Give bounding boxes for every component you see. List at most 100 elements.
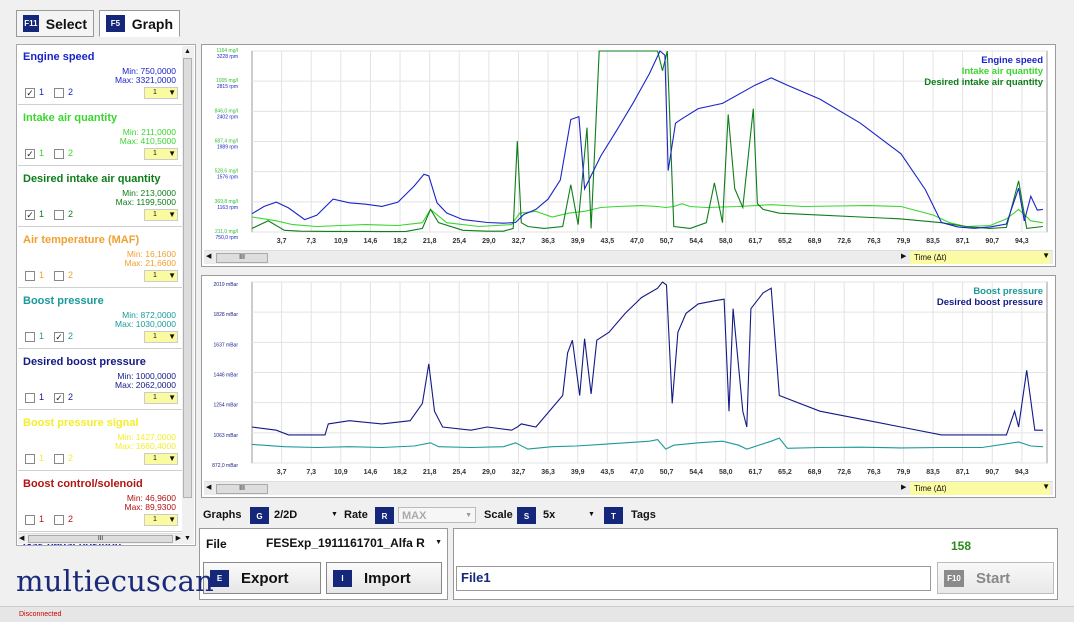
export-button[interactable]: E Export — [203, 562, 321, 594]
scroll-up-arrow-icon[interactable]: ▲ — [184, 48, 191, 55]
scroll-thumb[interactable] — [183, 58, 192, 498]
y-tick-label-mgl: 687,4 mg/l — [215, 139, 238, 145]
signal-item[interactable]: Desired boost pressure Min: 1000,0000 Max:… — [18, 350, 184, 410]
scroll-left-icon[interactable]: ◀ — [206, 253, 212, 260]
graph-panel-2[interactable]: 3,7 7,3 10,9 14,6 18,2 21,8 25,4 29,0 32,7 36,3 39… — [201, 275, 1056, 498]
graph-1-checkbox[interactable] — [25, 332, 35, 342]
line-width-value: 1 — [153, 516, 157, 523]
signal-max: Max: 1660,4000 — [115, 441, 176, 451]
graph-panel-1[interactable]: 3,7 7,3 10,9 14,6 18,2 21,8 25,4 29,0 32,7 36,3 39… — [201, 44, 1056, 267]
scroll-down-arrow-icon[interactable]: ▼ — [184, 535, 191, 542]
signal-item[interactable]: Desired intake air quantity Min: 213,0000… — [18, 167, 184, 227]
graph-2-checkbox-label: 2 — [68, 392, 74, 402]
time-axis-dropdown-icon[interactable]: ▼ — [1042, 482, 1050, 491]
graph-2-checkbox[interactable] — [54, 271, 64, 281]
start-button[interactable]: F10 Start — [937, 562, 1054, 594]
graph-1-scroll-thumb[interactable]: III — [216, 253, 268, 263]
line-width-select[interactable]: 1 ▼ — [144, 453, 178, 465]
graph-2-checkbox[interactable] — [54, 149, 64, 159]
line-width-select[interactable]: 1 ▼ — [144, 148, 178, 160]
line-width-value: 1 — [153, 211, 157, 218]
graph-2-checkbox[interactable] — [54, 88, 64, 98]
rate-label: Rate — [344, 509, 368, 521]
graph-1-checkbox[interactable]: ✓ — [25, 88, 35, 98]
graph-2-canvas[interactable]: 3,7 7,3 10,9 14,6 18,2 21,8 25,4 29,0 32,7 36,3 39… — [202, 276, 1055, 481]
graph-2-scrollbar[interactable]: ◀ III ▶ Time (Δt) ▼ — [204, 481, 1053, 495]
x-tick-label: 7,3 — [306, 469, 316, 476]
graph-1-checkbox-label: 1 — [39, 392, 45, 402]
legend-entry: Desired boost pressure — [937, 297, 1043, 308]
graph-2-checkbox-label: 2 — [68, 87, 74, 97]
tab-select-label: Select — [45, 15, 87, 32]
scroll-right-icon[interactable]: ▶ — [901, 484, 907, 491]
x-tick-label: 76,3 — [867, 469, 881, 476]
signal-list-vscrollbar[interactable]: ▲ ▼ — [182, 46, 194, 544]
graph-1-checkbox[interactable]: ✓ — [25, 210, 35, 220]
signal-item[interactable]: Intake air quantity Min: 211,0000 Max: 410… — [18, 106, 184, 166]
signal-max: Max: 1199,5000 — [115, 197, 176, 207]
rate-dropdown[interactable]: MAX ▼ — [398, 507, 476, 523]
scroll-right-icon[interactable]: ▶ — [901, 253, 907, 260]
signal-max: Max: 21,6600 — [124, 258, 176, 268]
graphs-dropdown[interactable]: 2/2D ▼ — [274, 505, 344, 525]
y-tick-label-mbar: 1828 mBar — [214, 312, 239, 318]
scale-value: 5x — [543, 509, 556, 521]
tags-button[interactable]: Tags — [631, 509, 656, 521]
x-tick-label: 18,2 — [393, 238, 407, 245]
import-button[interactable]: I Import — [326, 562, 442, 594]
graph-2-checkbox[interactable]: ✓ — [54, 393, 64, 403]
x-tick-label: 47,0 — [630, 469, 644, 476]
legend-entry: Engine speed — [981, 55, 1043, 66]
signal-item[interactable]: Engine speed Min: 750,0000 Max: 3321,0000 ✓… — [18, 45, 184, 105]
scroll-left-icon[interactable]: ◀ — [206, 484, 212, 491]
time-axis-label: Time (Δt) — [910, 251, 1050, 264]
tab-graph[interactable]: F5 Graph — [99, 10, 180, 37]
x-tick-label: 76,3 — [867, 238, 881, 245]
x-tick-label: 79,9 — [897, 238, 911, 245]
signal-item[interactable]: Boost pressure signal Min: 1427,0000 Max: … — [18, 411, 184, 471]
tab-graph-label: Graph — [131, 15, 173, 32]
signal-item[interactable]: Air temperature (MAF) Min: 16,1600 Max: 21… — [18, 228, 184, 288]
hscroll-thumb[interactable]: III — [28, 535, 173, 543]
graph-2-checkbox[interactable]: ✓ — [54, 332, 64, 342]
signal-name: Air temperature (MAF) — [23, 234, 140, 246]
line-width-select[interactable]: 1 ▼ — [144, 514, 178, 526]
chevron-down-icon: ▼ — [465, 512, 472, 519]
line-width-select[interactable]: 1 ▼ — [144, 87, 178, 99]
x-tick-label: 21,8 — [423, 238, 437, 245]
signal-list[interactable]: Engine speed Min: 750,0000 Max: 3321,0000 ✓… — [16, 44, 196, 546]
signal-item[interactable]: Boost control/solenoid Min: 46,9600 Max: 8… — [18, 472, 184, 532]
line-width-select[interactable]: 1 ▼ — [144, 392, 178, 404]
line-width-select[interactable]: 1 ▼ — [144, 331, 178, 343]
f5-key-badge: F5 — [106, 15, 125, 32]
graph-1-checkbox[interactable] — [25, 515, 35, 525]
signal-item[interactable]: Boost pressure Min: 872,0000 Max: 1030,000… — [18, 289, 184, 349]
graph-2-checkbox[interactable] — [54, 454, 64, 464]
graph-1-canvas[interactable]: 3,7 7,3 10,9 14,6 18,2 21,8 25,4 29,0 32,7 36,3 39… — [202, 45, 1055, 250]
y-tick-label-mbar: 1637 mBar — [214, 342, 239, 348]
graph-1-checkbox[interactable] — [25, 454, 35, 464]
x-tick-label: 72,6 — [837, 238, 851, 245]
line-width-select[interactable]: 1 ▼ — [144, 270, 178, 282]
signal-min: Min: 872,0000 — [122, 310, 176, 320]
graph-1-checkbox[interactable]: ✓ — [25, 149, 35, 159]
graph-1-checkbox[interactable] — [25, 271, 35, 281]
line-width-select[interactable]: 1 ▼ — [144, 209, 178, 221]
scroll-right-arrow-icon: ▶ — [175, 535, 181, 542]
signal-min: Min: 1000,0000 — [117, 371, 176, 381]
filename-input[interactable]: File1 — [456, 566, 931, 591]
chevron-down-icon: ▼ — [168, 210, 176, 219]
time-axis-dropdown-icon[interactable]: ▼ — [1042, 251, 1050, 260]
signal-name: Intake air quantity — [23, 112, 118, 124]
signal-max: Max: 2062,0000 — [115, 380, 176, 390]
signal-list-hscrollbar[interactable]: ◀ III ▶ — [18, 533, 182, 544]
graph-2-scroll-thumb[interactable]: III — [216, 484, 268, 494]
scale-dropdown[interactable]: 5x ▼ — [543, 505, 595, 525]
graph-2-checkbox[interactable] — [54, 515, 64, 525]
graph-1-checkbox[interactable] — [25, 393, 35, 403]
rate-value: MAX — [402, 510, 427, 522]
graph-1-scrollbar[interactable]: ◀ III ▶ Time (Δt) ▼ — [204, 250, 1053, 264]
tab-select[interactable]: F11 Select — [16, 10, 94, 37]
graph-2-checkbox[interactable] — [54, 210, 64, 220]
file-dropdown[interactable]: FESExp_1911161701_Alfa R ▼ — [266, 533, 444, 553]
